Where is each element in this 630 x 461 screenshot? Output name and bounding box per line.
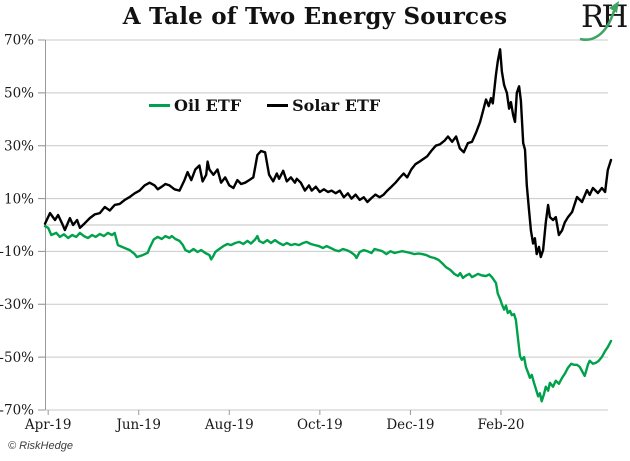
- legend-item-oil: Oil ETF: [149, 96, 241, 115]
- y-axis-label: -50%: [0, 350, 34, 366]
- legend-item-solar: Solar ETF: [267, 96, 380, 115]
- oil-legend-label: Oil ETF: [174, 96, 242, 115]
- logo-arrow-icon: [579, 1, 619, 41]
- solar-legend-dash-icon: [267, 104, 289, 107]
- y-axis-label: -30%: [0, 297, 34, 313]
- chart-legend: Oil ETF Solar ETF: [149, 96, 380, 115]
- y-axis-label: -70%: [0, 403, 34, 419]
- riskhedge-logo: RH: [579, 0, 628, 44]
- x-axis-label: Apr-19: [24, 417, 72, 433]
- x-axis-label: Aug-19: [204, 417, 254, 433]
- y-axis-label: 10%: [4, 191, 34, 207]
- y-axis-label: 50%: [4, 86, 34, 102]
- oil-etf-series-line: [43, 224, 613, 403]
- x-axis-label: Dec-19: [386, 417, 434, 433]
- solar-legend-label: Solar ETF: [292, 96, 381, 115]
- solar-etf-series-line: [43, 48, 613, 259]
- logo-text: RH: [581, 0, 628, 35]
- x-axis-label: Jun-19: [114, 417, 161, 433]
- page-title: A Tale of Two Energy Sources: [122, 3, 508, 30]
- y-axis-label: 70%: [4, 33, 34, 49]
- y-axis-label: -10%: [0, 244, 34, 260]
- copyright-text: © RiskHedge: [8, 440, 73, 452]
- y-axis-label: 30%: [4, 138, 34, 154]
- oil-legend-dash-icon: [149, 104, 170, 107]
- x-axis-label: Oct-19: [297, 417, 343, 433]
- x-axis-label: Feb-20: [477, 417, 524, 433]
